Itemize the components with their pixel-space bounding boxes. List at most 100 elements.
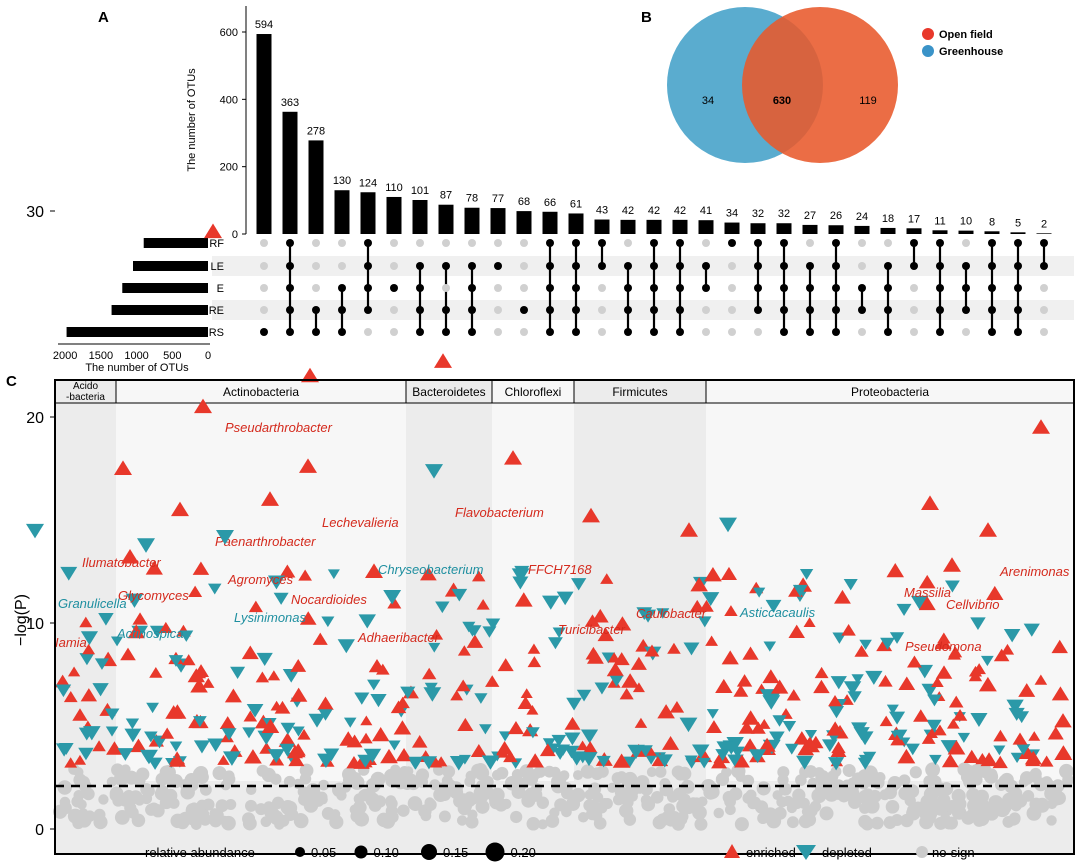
enriched-point [450,689,464,701]
no-sign-point [98,794,109,805]
membership-dot [442,328,450,336]
enriched-point [92,740,106,752]
enriched-point [913,709,929,722]
depleted-point [993,745,1006,756]
matrix-row-band [212,256,1074,276]
empty-dot [910,306,918,314]
depleted-point [146,702,159,714]
no-sign-point [624,784,636,796]
no-sign-point [802,813,817,827]
depleted-point [327,569,340,580]
labeled-point [425,464,443,479]
depleted-point [221,728,237,741]
enriched-point [788,624,805,638]
labeled-point [216,530,234,545]
no-sign-point [215,799,229,813]
membership-dot [936,262,944,270]
set-size-bar [122,283,208,293]
intersection-bar-label: 32 [778,208,790,220]
enriched-point [288,753,305,767]
depleted-point [273,592,289,605]
membership-dot [572,328,580,336]
membership-dot [286,306,294,314]
empty-dot [260,239,268,247]
membership-dot [468,306,476,314]
enriched-point [526,704,539,715]
membership-dot [364,306,372,314]
empty-dot [910,328,918,336]
no-sign-point [366,777,381,793]
membership-dot [936,284,944,292]
no-sign-point [654,766,667,778]
intersection-bar-label: 26 [830,210,842,222]
set-name-label: LE [211,261,224,273]
intersection-bar-label: 41 [700,205,712,217]
enriched-point [63,690,78,703]
enriched-point [878,674,893,687]
set-name-label: RE [209,305,224,317]
enriched-point [457,717,474,731]
membership-dot [754,262,762,270]
intersection-bar [958,230,974,234]
enriched-point [80,688,98,702]
membership-dot [1014,328,1022,336]
enriched-point [935,665,953,679]
labeled-point [121,548,139,564]
depleted-point [880,637,895,650]
no-sign-point [212,766,227,781]
membership-dot [936,328,944,336]
no-sign-point [1062,774,1074,786]
no-sign-point [526,816,541,831]
depleted-point [929,754,942,766]
depleted-point [462,621,476,633]
labeled-point [921,495,939,510]
membership-dot [754,306,762,314]
membership-dot [754,239,762,247]
no-sign-point [270,773,282,785]
no-sign-point [442,781,454,794]
intersection-bar-label: 10 [960,216,972,228]
enriched-point [632,682,645,693]
enriched-point [72,708,88,721]
enriched-point [393,720,412,735]
no-sign-point [996,802,1011,817]
enriched-point [360,715,373,726]
no-sign-point [676,798,691,814]
depleted-point [267,575,285,590]
no-sign-point [77,813,92,828]
manhattan-legend: relative abundance 0.05 0.10 0.15 0.20 enric… [145,842,975,862]
labeled-point [137,538,155,553]
no-sign-point [491,769,503,781]
size-legend-dot [295,847,305,857]
phylum-header-label: Acido [73,381,98,392]
labeled-point [719,517,737,533]
depleted-point [256,652,273,666]
membership-dot [624,328,632,336]
venn-only-greenhouse: 34 [702,95,714,107]
no-sign-point [572,770,584,781]
intersection-bar-label: 27 [804,210,816,222]
enriched-point [297,728,311,740]
enriched-point [299,611,317,625]
enriched-point [1054,713,1072,728]
no-sign-point [874,772,886,783]
no-sign-point [536,796,550,809]
empty-dot [364,328,372,336]
intersection-bar-label: 78 [466,193,478,205]
enriched-point [742,646,759,660]
depleted-point [644,753,658,765]
empty-dot [598,306,606,314]
depleted-point [656,754,673,768]
enriched-point [644,644,660,657]
enriched-point [527,643,541,654]
depleted-point [343,717,357,728]
membership-dot [962,284,970,292]
depleted-point [474,693,488,704]
depleted-point [763,641,777,652]
no-sign-point [659,778,671,790]
depleted-point [706,709,719,719]
intersection-bar-label: 8 [989,216,995,228]
empty-dot [962,328,970,336]
membership-dot [676,239,684,247]
